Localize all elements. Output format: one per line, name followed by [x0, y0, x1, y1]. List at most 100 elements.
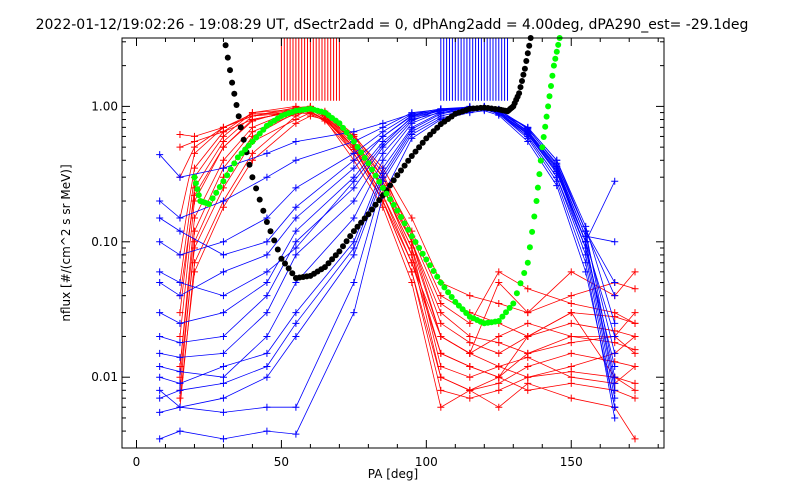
plus-marker: [567, 373, 575, 381]
curve-dot: [358, 149, 365, 156]
curve-dot: [546, 93, 553, 100]
plus-marker: [524, 138, 532, 146]
series-line: [159, 107, 616, 384]
plus-marker: [292, 309, 300, 317]
plus-marker: [292, 119, 300, 127]
plus-marker: [466, 386, 474, 394]
curve-dot: [529, 228, 536, 235]
series-line: [159, 110, 616, 440]
series-line: [159, 107, 616, 399]
plus-marker: [437, 309, 445, 317]
plus-marker: [219, 143, 227, 151]
plus-marker: [350, 244, 358, 252]
plus-marker: [176, 251, 184, 259]
curve-dot: [510, 300, 517, 307]
curve-dot: [521, 65, 528, 72]
plus-marker: [611, 332, 619, 340]
plus-marker: [631, 379, 639, 387]
x-axis-label: PA [deg]: [368, 467, 418, 481]
plus-marker: [495, 332, 503, 340]
curve-dot: [354, 223, 361, 230]
plus-marker: [495, 373, 503, 381]
series-layer: [156, 102, 639, 443]
curve-dot: [543, 113, 550, 120]
plus-marker: [611, 177, 619, 185]
plus-marker: [611, 292, 619, 300]
plus-marker: [408, 134, 416, 142]
curve-dot: [533, 198, 540, 204]
plus-marker: [263, 373, 271, 381]
plus-marker: [611, 309, 619, 317]
plus-marker: [263, 149, 271, 157]
plus-marker: [292, 430, 300, 438]
plus-marker: [350, 251, 358, 259]
curve-dot: [358, 219, 365, 226]
curve-dot: [229, 79, 236, 86]
curve-dot: [401, 220, 408, 227]
plus-marker: [176, 427, 184, 435]
spike-layer: [280, 38, 508, 101]
plus-marker: [466, 362, 474, 370]
curve-dot: [233, 102, 240, 108]
plus-marker: [190, 149, 198, 157]
curve-dot: [231, 160, 238, 167]
plus-marker: [176, 353, 184, 361]
curve-dot: [531, 213, 538, 220]
curve-dot: [524, 259, 531, 266]
y-tick-label: 0.01: [91, 370, 118, 384]
curve-dot: [340, 124, 346, 131]
plus-marker: [567, 332, 575, 340]
plus-marker: [292, 251, 300, 259]
plus-marker: [219, 156, 227, 164]
curve-dot: [383, 190, 390, 197]
plus-marker: [466, 349, 474, 357]
plus-marker: [350, 279, 358, 287]
plus-marker: [611, 349, 619, 357]
plus-marker: [219, 268, 227, 276]
curve-dot: [441, 284, 448, 291]
curve-dot: [235, 113, 242, 120]
curve-dot: [526, 42, 533, 49]
plus-marker: [156, 279, 164, 287]
plus-marker: [379, 141, 387, 149]
plus-marker: [553, 182, 561, 190]
plus-marker: [219, 435, 227, 443]
plus-marker: [631, 435, 639, 443]
plus-marker: [379, 149, 387, 157]
plus-marker: [292, 319, 300, 327]
plus-marker: [156, 197, 164, 205]
plus-marker: [567, 379, 575, 387]
curve-dot: [195, 192, 202, 199]
curve-dot: [521, 270, 528, 276]
plus-marker: [466, 319, 474, 327]
curve-dot: [390, 201, 397, 208]
curve-dot: [416, 244, 423, 251]
curve-dot: [455, 302, 462, 309]
curve-dot: [321, 264, 328, 271]
curve-dot: [523, 58, 530, 64]
plus-marker: [292, 138, 300, 146]
plus-marker: [263, 332, 271, 340]
curve-dot: [216, 184, 223, 190]
plus-marker: [524, 362, 532, 370]
plus-marker: [379, 169, 387, 177]
plus-marker: [292, 156, 300, 164]
curve-dot: [332, 252, 339, 259]
plus-marker: [437, 332, 445, 340]
curve-dot: [347, 233, 354, 240]
plus-marker: [495, 279, 503, 287]
curve-dot: [278, 255, 285, 262]
plus-marker: [219, 408, 227, 416]
curve-dot: [394, 172, 401, 179]
plus-marker: [611, 373, 619, 381]
curve-dot: [267, 228, 274, 235]
curve-dot: [369, 166, 375, 173]
plus-marker: [292, 203, 300, 211]
plus-marker: [524, 319, 532, 327]
curve-dot: [430, 268, 437, 274]
curve-dot: [365, 160, 372, 167]
plus-marker: [176, 279, 184, 287]
plus-marker: [611, 394, 619, 402]
dot-layer: [191, 35, 563, 327]
curve-dot: [412, 148, 419, 155]
